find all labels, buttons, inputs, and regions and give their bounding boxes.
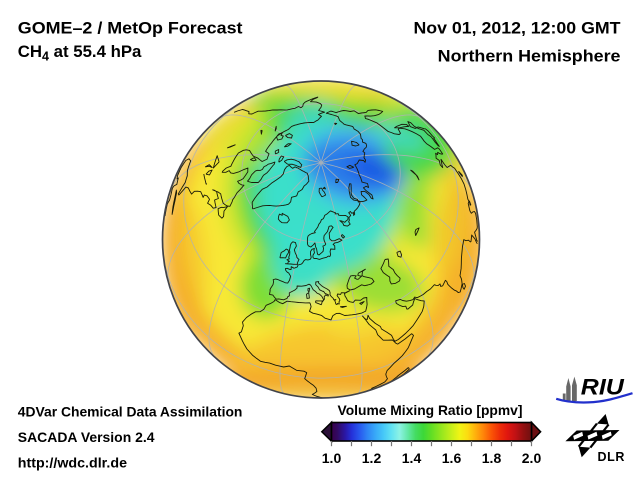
- svg-text:2.0: 2.0: [522, 450, 542, 466]
- svg-text:Nov 01, 2012, 12:00 GMT: Nov 01, 2012, 12:00 GMT: [414, 19, 622, 38]
- svg-text:Volume Mixing Ratio [ppmv]: Volume Mixing Ratio [ppmv]: [338, 402, 523, 418]
- svg-text:1.6: 1.6: [442, 450, 462, 466]
- svg-text:DLR: DLR: [598, 450, 626, 464]
- svg-text:Northern Hemisphere: Northern Hemisphere: [438, 46, 621, 65]
- svg-text:SACADA Version 2.4: SACADA Version 2.4: [18, 429, 155, 445]
- svg-text:4DVar Chemical Data Assimilati: 4DVar Chemical Data Assimilation: [18, 404, 243, 420]
- svg-text:GOME–2 / MetOp Forecast: GOME–2 / MetOp Forecast: [18, 19, 243, 38]
- svg-text:CH4 at 55.4 hPa: CH4 at 55.4 hPa: [18, 42, 142, 64]
- svg-text:RIU: RIU: [581, 375, 625, 400]
- svg-text:1.8: 1.8: [482, 450, 502, 466]
- svg-text:http://wdc.dlr.de: http://wdc.dlr.de: [18, 454, 127, 470]
- svg-text:1.0: 1.0: [322, 450, 342, 466]
- svg-text:1.4: 1.4: [402, 450, 422, 466]
- svg-text:1.2: 1.2: [362, 450, 382, 466]
